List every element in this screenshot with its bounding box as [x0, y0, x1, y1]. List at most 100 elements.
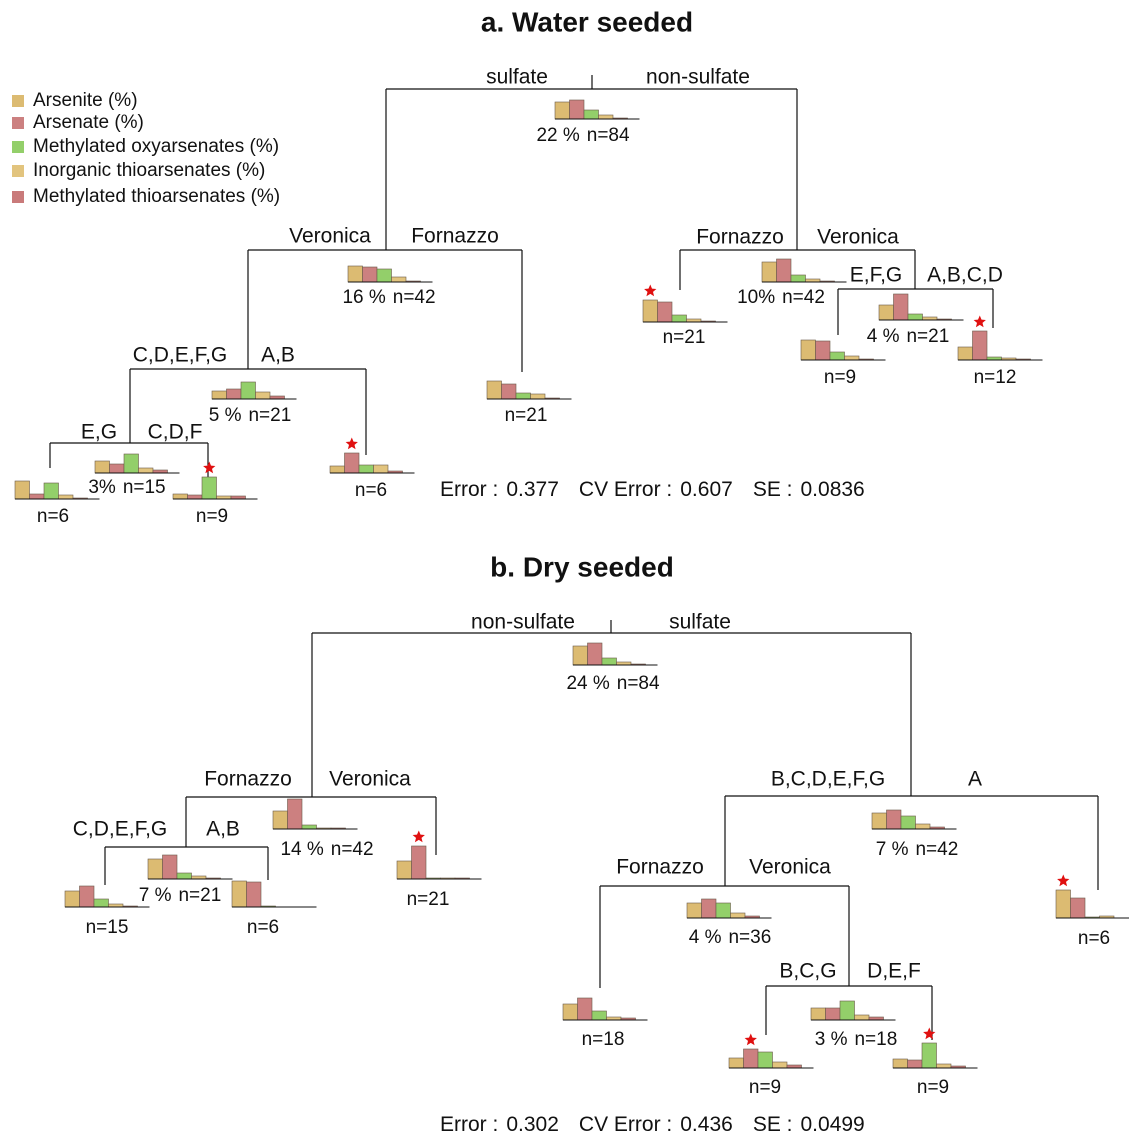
node-count: n=9: [824, 367, 856, 388]
node-bar: [686, 902, 702, 919]
node-count: n=18: [582, 1029, 625, 1050]
node-bar: [728, 1057, 744, 1069]
split-label: Veronica: [329, 768, 411, 791]
node-bar: [772, 1061, 788, 1069]
node-label: n=21: [663, 327, 706, 348]
node-bar: [730, 912, 746, 919]
legend-label: Methylated thioarsenates (%): [33, 186, 280, 207]
error-summary: Error : 0.302 CV Error : 0.436 SE : 0.0499: [440, 1113, 865, 1136]
node-bar: [657, 301, 673, 323]
legend-label: Arsenite (%): [33, 90, 138, 111]
node-bar: [825, 1007, 841, 1021]
node-count: n=9: [749, 1077, 781, 1098]
node-percent: 16 %: [342, 287, 385, 308]
node-barplot: [147, 854, 233, 880]
node-bar: [871, 812, 887, 830]
node-bar: [554, 101, 570, 120]
node-barplot: [329, 437, 415, 474]
node-count: n=6: [37, 506, 69, 527]
error-label: Error :: [440, 1113, 498, 1136]
node-barplot: [347, 265, 433, 283]
node-bar: [396, 860, 412, 880]
node-bar: [109, 463, 125, 474]
star-marker: [973, 315, 986, 328]
error-label: Error :: [440, 478, 498, 501]
node-bar: [231, 880, 247, 908]
node-label: n=21: [505, 405, 548, 426]
legend-swatch: [12, 95, 24, 107]
node-bar: [347, 265, 363, 283]
node-bar: [123, 453, 139, 474]
node-percent: 4 %: [867, 326, 900, 347]
split-label: Fornazzo: [204, 768, 292, 791]
node-bar: [211, 390, 227, 400]
split-label: D,E,F: [867, 960, 921, 983]
star-marker: [923, 1027, 936, 1040]
node-bar: [562, 1003, 578, 1021]
node-bar: [94, 460, 110, 474]
node-bar: [757, 1051, 773, 1069]
cv-error-value: 0.607: [680, 478, 733, 501]
node-bar: [900, 815, 916, 830]
node-count: n=21: [505, 405, 548, 426]
split-label: non-sulfate: [471, 611, 575, 634]
node-percent: 7 %: [876, 839, 909, 860]
node-count: n=15: [123, 477, 166, 498]
node-bar: [776, 258, 792, 283]
node-label: n=9: [917, 1077, 949, 1098]
node-bar: [187, 494, 203, 500]
node-bar: [878, 304, 894, 321]
node-percent: 10%: [737, 287, 775, 308]
node-bar: [515, 392, 531, 400]
split-label: Veronica: [817, 226, 899, 249]
node-bar: [58, 494, 74, 500]
cv-error-label: CV Error :: [579, 1113, 672, 1136]
node-barplot: [957, 315, 1043, 361]
node-bar: [844, 355, 860, 361]
split-label: Fornazzo: [411, 225, 499, 248]
node-bar: [907, 313, 923, 321]
node-label: 5 % n=21: [209, 405, 292, 426]
node-bar: [854, 1014, 870, 1021]
node-bar: [287, 798, 303, 830]
node-bar: [601, 657, 617, 666]
node-barplot: [878, 293, 964, 321]
se-value: 0.0499: [801, 1113, 865, 1136]
legend-swatch: [12, 191, 24, 203]
node-label: n=9: [824, 367, 856, 388]
node-bar: [373, 464, 389, 474]
node-bar: [671, 314, 687, 323]
star-marker: [203, 461, 216, 474]
node-bar: [957, 346, 973, 361]
node-barplot: [94, 453, 180, 474]
star-marker: [744, 1033, 757, 1046]
node-bar: [530, 393, 546, 400]
node-label: n=12: [974, 367, 1017, 388]
node-label: n=6: [37, 506, 69, 527]
split-label: Fornazzo: [616, 856, 704, 879]
node-bar: [29, 493, 45, 500]
node-barplot: [562, 997, 648, 1021]
node-bar: [301, 824, 317, 830]
split-label: C,D,E,F,G: [133, 344, 228, 367]
node-percent: 5 %: [209, 405, 242, 426]
node-bar: [501, 383, 517, 400]
split-label: sulfate: [486, 66, 548, 89]
node-barplot: [554, 99, 640, 120]
node-bar: [598, 114, 614, 120]
node-count: n=84: [617, 673, 660, 694]
se-label: SE :: [753, 1113, 793, 1136]
node-count: n=6: [1078, 928, 1110, 949]
node-label: n=6: [247, 917, 279, 938]
star-marker: [345, 437, 358, 450]
node-bar: [790, 274, 806, 283]
node-bar: [329, 465, 345, 474]
node-percent: 22 %: [536, 125, 579, 146]
node-bar: [411, 845, 427, 880]
split-label: C,D,F: [148, 421, 203, 444]
node-bar: [1070, 897, 1086, 919]
error-summary: Error : 0.377 CV Error : 0.607 SE : 0.0836: [440, 478, 865, 501]
node-bar: [743, 1048, 759, 1069]
node-bar: [572, 645, 588, 666]
node-count: n=21: [248, 405, 291, 426]
